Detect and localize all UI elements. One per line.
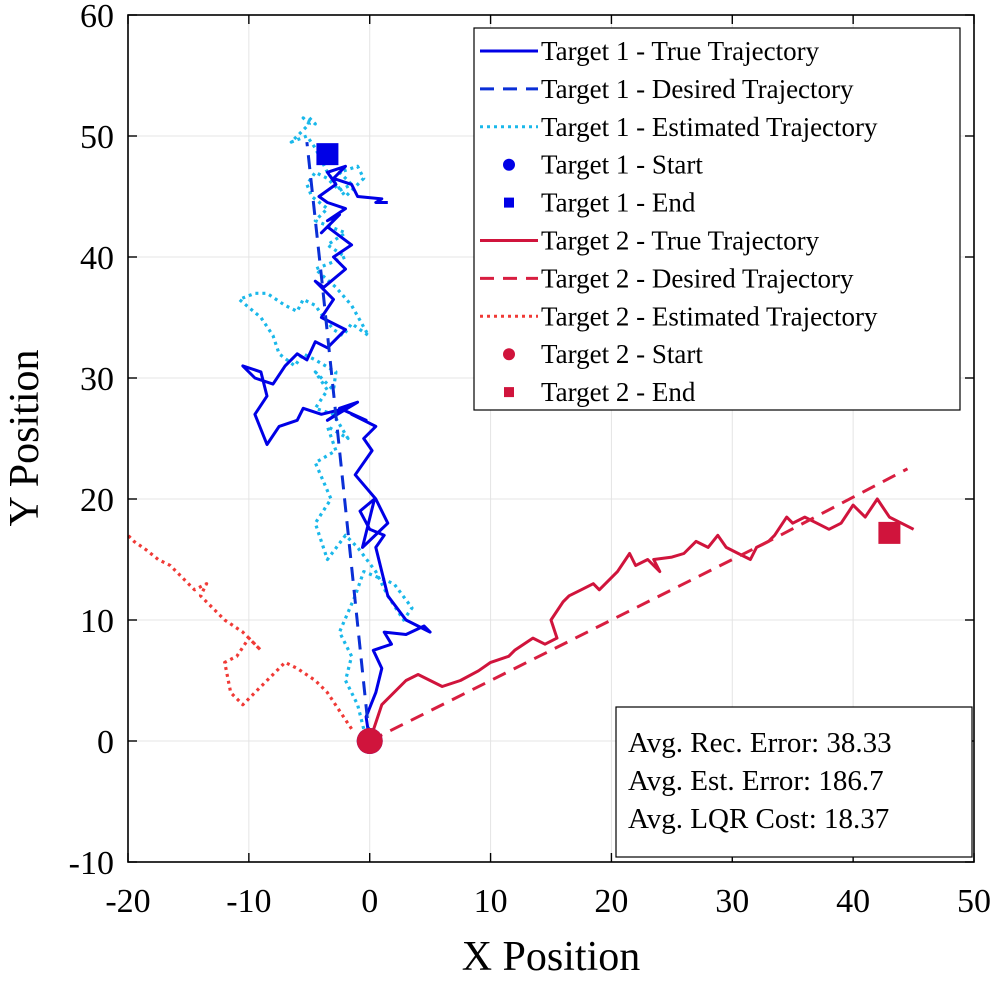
legend-item-target-2-true-trajectory: Target 2 - True Trajectory xyxy=(480,226,820,256)
legend-item-target-2-end: Target 2 - End xyxy=(504,377,696,407)
legend-item-target-2-start: Target 2 - Start xyxy=(503,339,703,369)
legend-label: Target 2 - Estimated Trajectory xyxy=(541,301,878,331)
legend-swatch xyxy=(503,158,515,171)
rec-error-text: Avg. Rec. Error: 38.33 xyxy=(628,727,892,759)
x-tick-label: -20 xyxy=(105,883,150,920)
y-axis-label: Y Position xyxy=(2,350,48,527)
legend-label: Target 1 - True Trajectory xyxy=(541,36,820,66)
x-tick-label: 40 xyxy=(836,883,870,920)
y-tick-label: -10 xyxy=(69,845,114,882)
legend-item-target-2-estimated-trajectory: Target 2 - Estimated Trajectory xyxy=(480,301,878,331)
legend-label: Target 1 - Estimated Trajectory xyxy=(541,112,878,142)
legend-label: Target 2 - Desired Trajectory xyxy=(541,263,854,293)
x-tick-label: 30 xyxy=(715,883,749,920)
x-tick-label: 50 xyxy=(957,883,991,920)
x-tick-label: 0 xyxy=(361,883,378,920)
x-tick-label: -10 xyxy=(226,883,271,920)
y-tick-label: 50 xyxy=(80,119,114,156)
lqr-cost-text: Avg. LQR Cost: 18.37 xyxy=(628,803,889,835)
x-axis-label: X Position xyxy=(462,934,641,980)
series-target-1-desired-trajectory xyxy=(305,141,372,742)
y-tick-label: 0 xyxy=(97,724,114,761)
legend-label: Target 1 - Start xyxy=(541,150,703,180)
marker-target-2-end xyxy=(878,521,901,544)
plot-frame xyxy=(127,14,975,863)
est-error-text: Avg. Est. Error: 186.7 xyxy=(628,765,884,797)
y-tick-label: 20 xyxy=(80,482,114,519)
x-tick-label: 10 xyxy=(474,883,508,920)
series-layer xyxy=(126,116,915,754)
series-target-1-estimated-trajectory xyxy=(237,116,414,730)
y-tick-label: 10 xyxy=(80,603,114,640)
legend-item-target-1-start: Target 1 - Start xyxy=(503,150,703,180)
series-target-1-true-trajectory xyxy=(241,164,432,742)
legend-label: Target 1 - Desired Trajectory xyxy=(541,74,854,104)
legend-label: Target 2 - True Trajectory xyxy=(541,226,820,256)
y-tick-label: 30 xyxy=(80,361,114,398)
x-tick-label: 20 xyxy=(594,883,628,920)
marker-target-2-start xyxy=(356,728,383,754)
series-target-2-true-trajectory xyxy=(368,497,915,742)
series-target-2-desired-trajectory xyxy=(369,467,909,743)
legend-item-target-2-desired-trajectory: Target 2 - Desired Trajectory xyxy=(480,263,854,293)
legend-label: Target 2 - Start xyxy=(541,339,703,369)
legend-swatch xyxy=(504,197,514,208)
series-target-2-estimated-trajectory xyxy=(126,534,353,730)
legend-box xyxy=(473,27,961,411)
legend-swatch xyxy=(503,348,515,361)
legend-label: Target 1 - End xyxy=(541,188,696,218)
legend-item-target-1-desired-trajectory: Target 1 - Desired Trajectory xyxy=(480,74,854,104)
legend-swatch xyxy=(504,387,514,398)
y-tick-label: 60 xyxy=(80,0,114,35)
stats-box-frame xyxy=(615,706,973,858)
marker-target-1-end xyxy=(316,143,339,166)
legend: Target 1 - True Trajectory Target 1 - Des… xyxy=(473,27,961,411)
legend-item-target-1-true-trajectory: Target 1 - True Trajectory xyxy=(480,36,820,66)
legend-item-target-1-estimated-trajectory: Target 1 - Estimated Trajectory xyxy=(480,112,878,142)
legend-label: Target 2 - End xyxy=(541,377,696,407)
legend-item-target-1-end: Target 1 - End xyxy=(504,188,696,218)
stats-box: Avg. Rec. Error: 38.33 Avg. Est. Error: … xyxy=(615,706,973,858)
y-tick-label: 40 xyxy=(80,240,114,277)
